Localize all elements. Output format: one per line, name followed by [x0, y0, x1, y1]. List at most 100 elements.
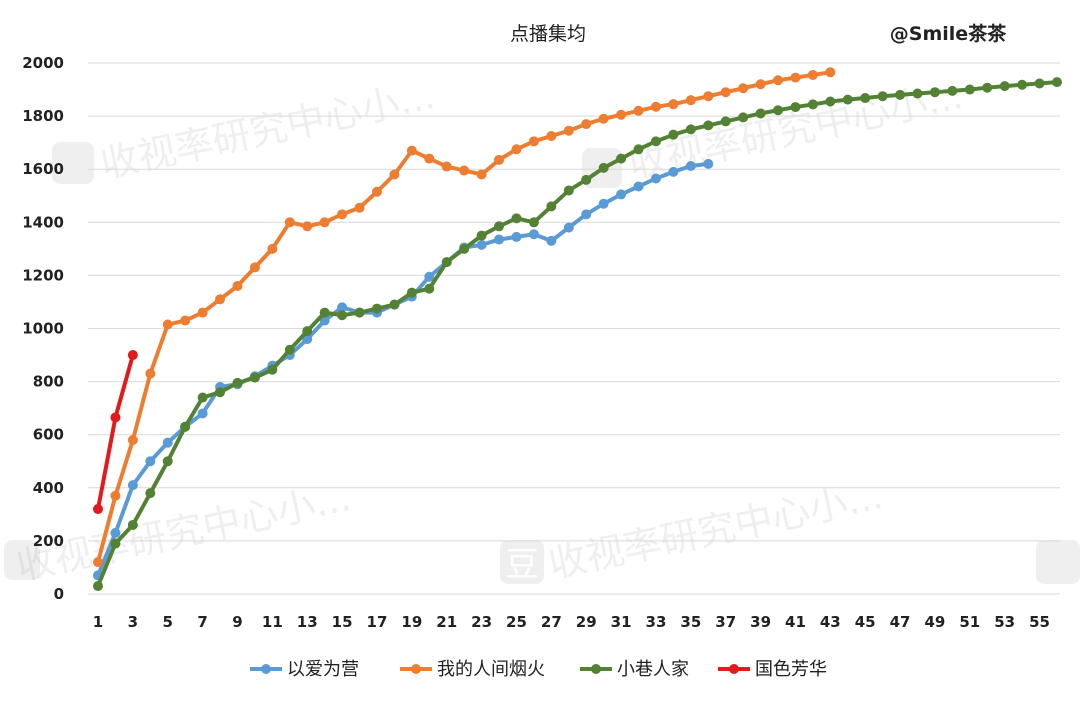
data-point	[790, 72, 801, 83]
data-point	[162, 437, 173, 448]
x-tick-label: 31	[611, 613, 632, 631]
data-point	[685, 95, 696, 106]
x-tick-label: 17	[367, 613, 388, 631]
data-point	[964, 84, 975, 95]
x-tick-label: 9	[232, 613, 242, 631]
data-point	[371, 303, 382, 314]
corner-square-icon	[1049, 677, 1065, 693]
data-point	[1034, 78, 1045, 89]
data-point	[110, 538, 121, 549]
douban-logo-icon	[52, 142, 94, 184]
data-point	[738, 83, 749, 94]
data-point	[215, 294, 226, 305]
data-point	[494, 234, 505, 245]
data-point	[947, 85, 958, 96]
x-tick-label: 23	[471, 613, 492, 631]
legend-marker	[261, 664, 271, 674]
data-point	[145, 368, 156, 379]
data-point	[494, 154, 505, 165]
data-point	[476, 239, 487, 250]
data-point	[441, 161, 452, 172]
data-point	[162, 456, 173, 467]
legend-item: 国色芳华	[718, 659, 827, 680]
data-point	[127, 350, 138, 361]
watermark-logo-glyph: 豆	[505, 545, 539, 585]
x-tick-label: 21	[436, 613, 457, 631]
y-tick-label: 600	[33, 426, 64, 444]
data-point	[668, 129, 679, 140]
data-point	[1017, 79, 1028, 90]
data-point	[650, 136, 661, 147]
legend: 以爱为营 我的人间烟火 小巷人家 国色芳华	[250, 659, 827, 680]
x-tick-label: 35	[680, 613, 701, 631]
data-point	[319, 217, 330, 228]
data-point	[720, 87, 731, 98]
data-point	[877, 91, 888, 102]
x-tick-label: 29	[576, 613, 597, 631]
legend-marker	[729, 664, 739, 674]
data-point	[528, 136, 539, 147]
data-point	[424, 271, 435, 282]
data-point	[494, 221, 505, 232]
data-point	[337, 209, 348, 220]
data-point	[284, 344, 295, 355]
corner-square-icon	[989, 677, 1005, 693]
x-tick-label: 19	[401, 613, 422, 631]
x-tick-label: 47	[890, 613, 911, 631]
data-point	[511, 144, 522, 155]
data-point	[982, 82, 993, 93]
watermark-text: 收视率研究中心小...	[13, 475, 355, 589]
corner-icons	[929, 677, 1065, 693]
x-tick-label: 7	[197, 613, 207, 631]
author-label: @Smile茶茶	[890, 22, 1007, 45]
data-point	[703, 91, 714, 102]
data-point	[197, 408, 208, 419]
y-axis: 0 200 400 600 800 1000 1200 1400 1600 1800 2000	[22, 54, 64, 603]
data-point	[773, 105, 784, 116]
x-tick-label: 13	[297, 613, 318, 631]
data-point	[476, 169, 487, 180]
legend-marker	[591, 664, 601, 674]
data-point	[127, 519, 138, 530]
x-tick-label: 49	[925, 613, 946, 631]
corner-square-icon	[1009, 677, 1025, 693]
x-tick-label: 11	[262, 613, 283, 631]
y-tick-label: 1800	[22, 107, 64, 125]
y-tick-label: 0	[54, 585, 64, 603]
data-point	[110, 527, 121, 538]
data-point	[354, 202, 365, 213]
data-point	[337, 302, 348, 313]
data-point	[668, 99, 679, 110]
legend-label: 国色芳华	[755, 659, 827, 680]
data-point	[180, 421, 191, 432]
x-axis: 1 3 5 7 9 11 13 15 17 19 21 23 25 27 29 31 33 35 37 39 41 43 4…	[93, 613, 1050, 631]
data-point	[1052, 77, 1062, 88]
x-tick-label: 51	[959, 613, 980, 631]
data-point	[650, 101, 661, 112]
x-tick-label: 1	[93, 613, 103, 631]
data-point	[93, 557, 103, 568]
chart-title: 点播集均	[510, 23, 586, 45]
data-point	[127, 435, 138, 446]
data-point	[389, 169, 400, 180]
data-point	[703, 158, 714, 169]
data-point	[598, 198, 609, 209]
y-tick-label: 1600	[22, 160, 64, 178]
data-point	[790, 102, 801, 113]
data-point	[476, 230, 487, 241]
data-point	[145, 488, 156, 499]
x-tick-label: 5	[163, 613, 173, 631]
x-tick-label: 53	[994, 613, 1015, 631]
data-point	[842, 94, 853, 105]
data-point	[180, 315, 191, 326]
y-tick-label: 2000	[22, 54, 64, 72]
data-point	[668, 166, 679, 177]
data-point	[267, 243, 278, 254]
x-tick-label: 45	[855, 613, 876, 631]
watermark-text: 收视率研究中心小...	[545, 473, 887, 587]
data-point	[633, 144, 644, 155]
data-point	[598, 162, 609, 173]
legend-item: 我的人间烟火	[400, 659, 545, 680]
series-4	[93, 350, 138, 515]
data-point	[302, 326, 313, 337]
